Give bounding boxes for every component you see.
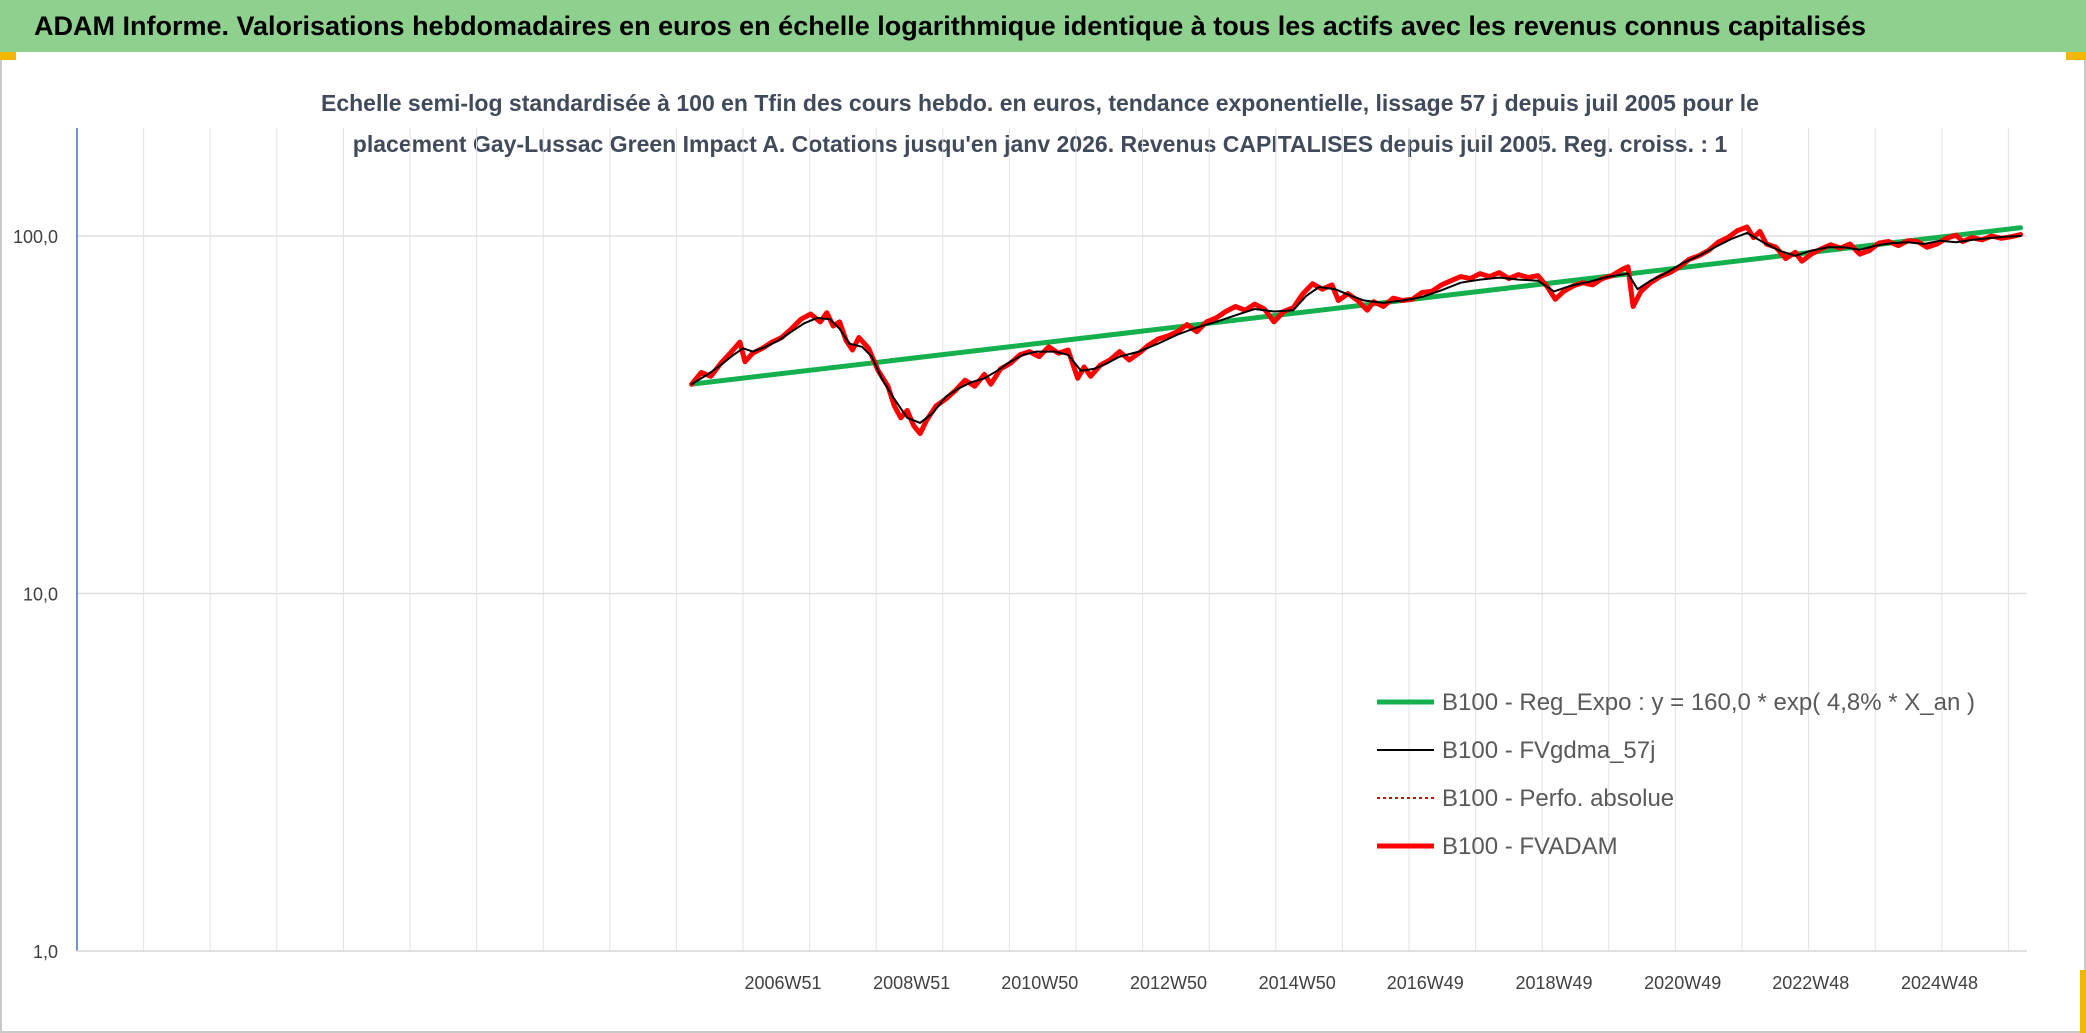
x-tick-label: 2006W51 — [744, 973, 821, 993]
banner-title: ADAM Informe. Valorisations hebdomadaire… — [0, 0, 2086, 52]
x-tick-label: 2010W50 — [1001, 973, 1078, 993]
y-tick-label: 10,0 — [23, 585, 58, 605]
x-tick-label: 2008W51 — [873, 973, 950, 993]
corner-accent-right — [2066, 52, 2086, 60]
y-tick-label: 100,0 — [13, 227, 58, 247]
series-line-3 — [689, 224, 2024, 437]
legend-label-2: B100 - Perfo. absolue — [1442, 785, 1674, 812]
legend-label-3: B100 - FVADAM — [1442, 833, 1618, 860]
x-tick-label: 2016W49 — [1387, 973, 1464, 993]
legend-label-1: B100 - FVgdma_57j — [1442, 737, 1655, 764]
chart-title: Echelle semi-log standardisée à 100 en T… — [321, 90, 1759, 157]
x-tick-label: 2012W50 — [1130, 973, 1207, 993]
x-tick-label: 2014W50 — [1259, 973, 1336, 993]
x-tick-label: 2020W49 — [1644, 973, 1721, 993]
legend: B100 - Reg_Expo : y = 160,0 * exp( 4,8% … — [1377, 689, 1975, 860]
series-line-1 — [690, 231, 2022, 424]
legend-label-0: B100 - Reg_Expo : y = 160,0 * exp( 4,8% … — [1442, 689, 1975, 716]
x-axis-ticks: 2006W51 2008W51 2010W50 2012W50 2014W50 2016W… — [744, 973, 1978, 993]
series-layer — [689, 224, 2024, 437]
gridlines — [77, 128, 2027, 952]
chart-frame — [0, 52, 2086, 1033]
corner-accent-left — [0, 52, 16, 60]
x-tick-label: 2024W48 — [1901, 973, 1978, 993]
x-tick-label: 2018W49 — [1515, 973, 1592, 993]
y-tick-label: 1,0 — [33, 942, 58, 962]
axes — [76, 128, 2027, 952]
chart-title-line-2: placement Gay-Lussac Green Impact A. Cot… — [353, 131, 1728, 157]
y-axis-ticks: 100,0 10,0 1,0 — [13, 227, 58, 962]
corner-accent-bottom-right — [2080, 970, 2086, 1033]
x-tick-label: 2022W48 — [1772, 973, 1849, 993]
chart-title-line-1: Echelle semi-log standardisée à 100 en T… — [321, 90, 1759, 116]
